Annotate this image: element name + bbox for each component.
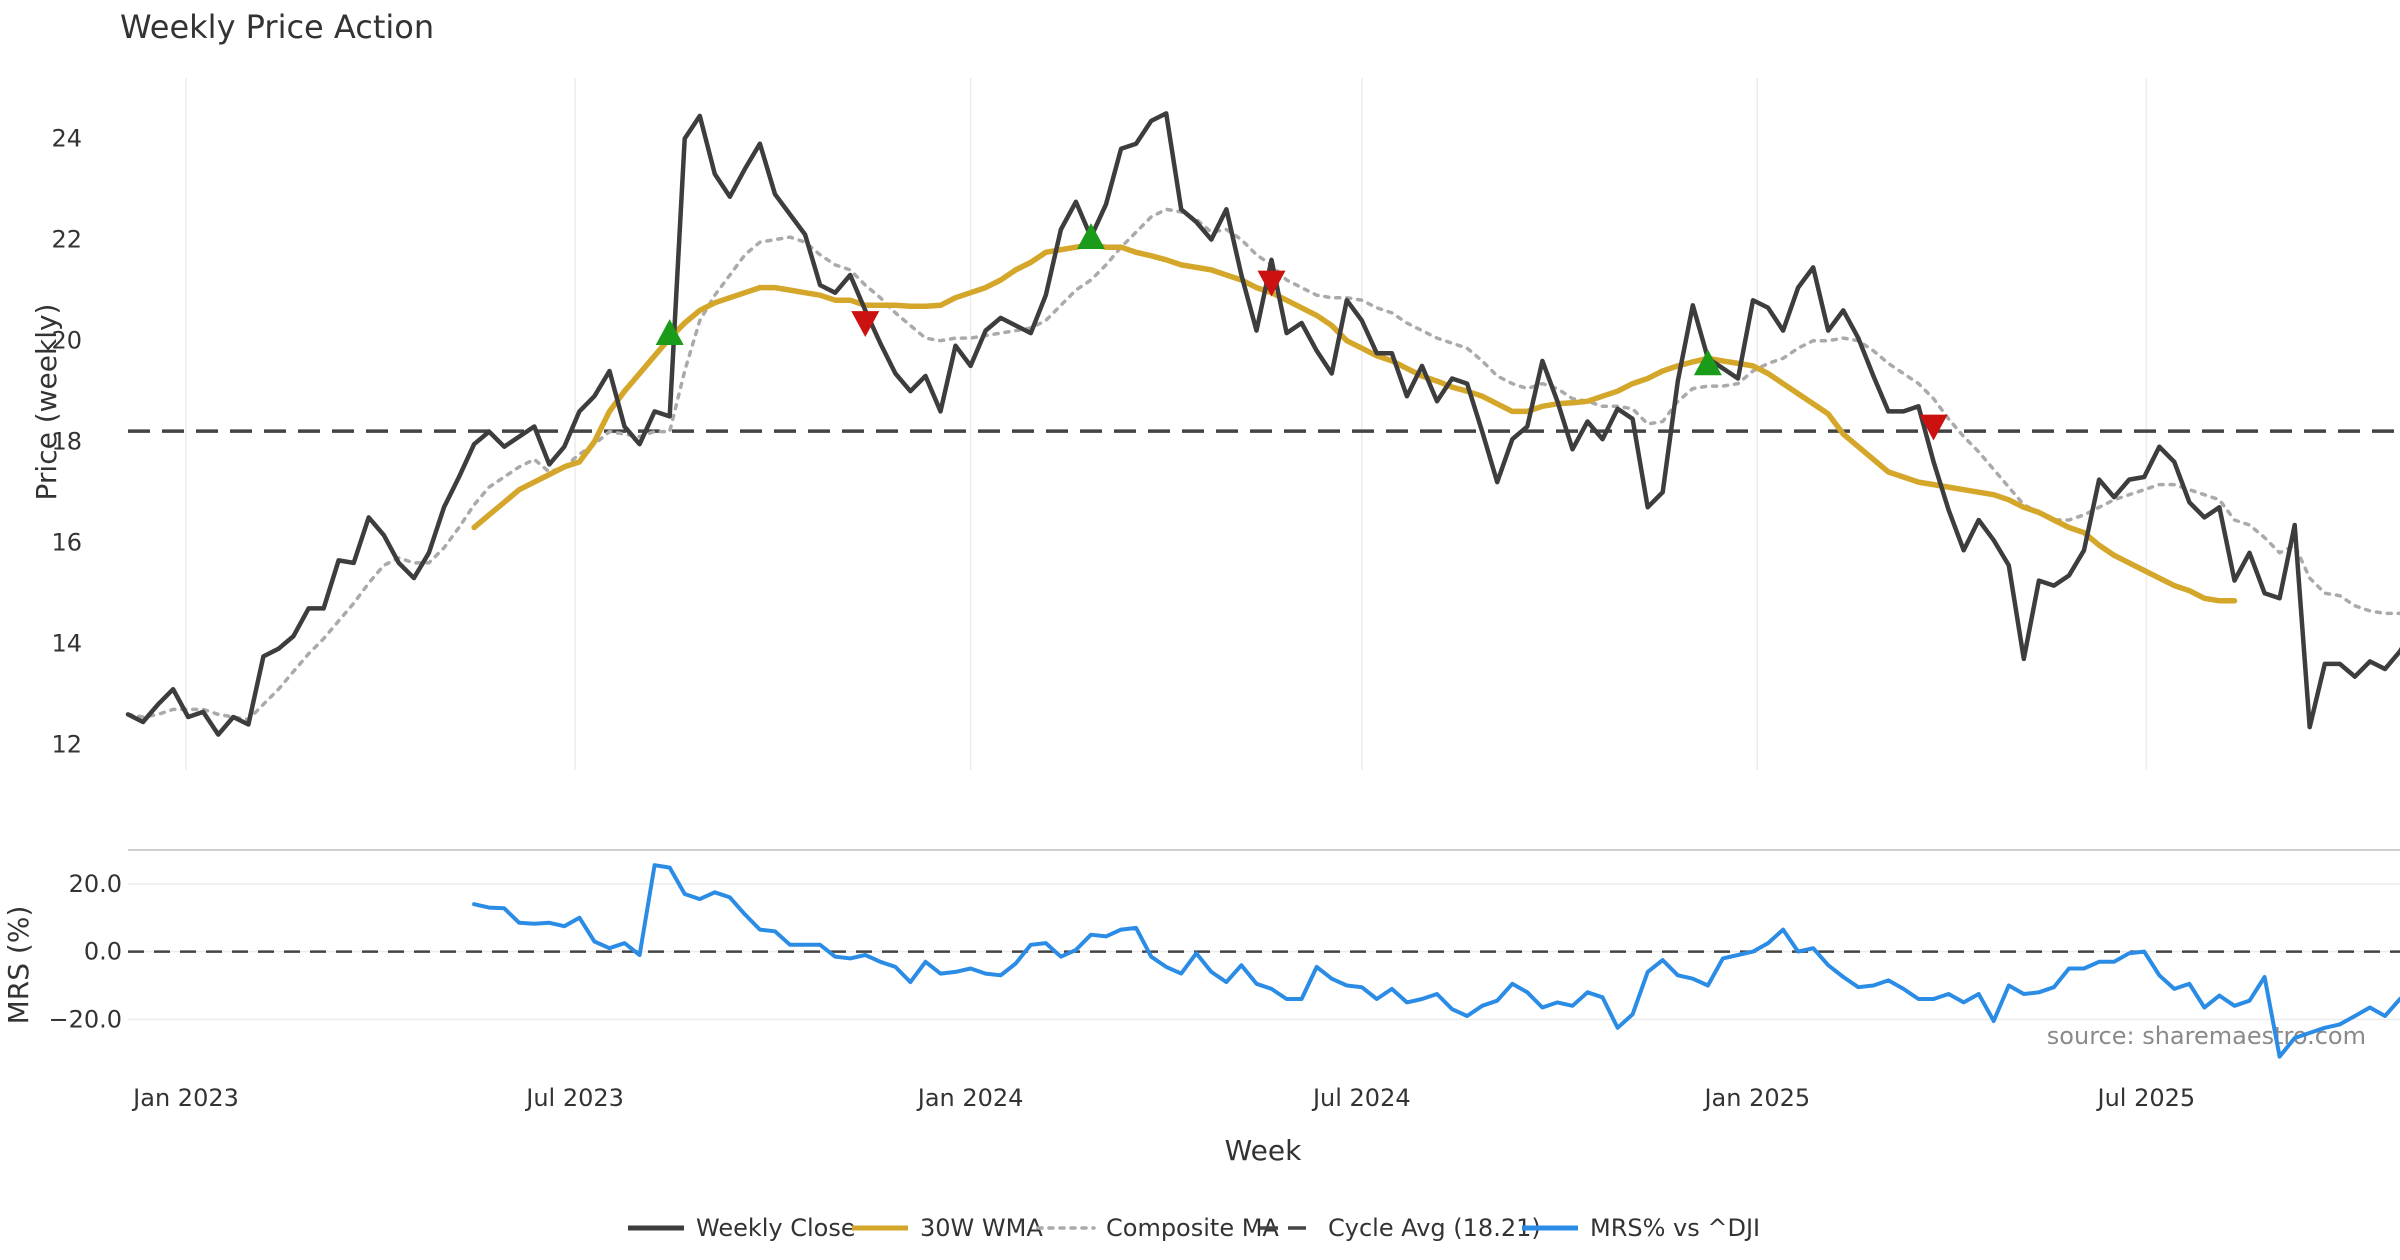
x-tick-label: Jan 2025 (1702, 1084, 1810, 1112)
legend-item: 30W WMA (852, 1214, 1043, 1242)
x-tick-label: Jul 2025 (2096, 1084, 2196, 1112)
price-y-tick-label: 14 (51, 630, 82, 658)
mrs-y-tick-label: 0.0 (84, 938, 122, 966)
mrs-y-tick-label: −20.0 (48, 1005, 122, 1033)
legend-item: Cycle Avg (18.21) (1260, 1214, 1541, 1242)
x-tick-label: Jan 2023 (131, 1084, 239, 1112)
mrs-line (472, 863, 2400, 1059)
legend-item: Weekly Close (628, 1214, 856, 1242)
x-tick-label: Jan 2024 (916, 1084, 1024, 1112)
price-y-tick-label: 18 (51, 428, 82, 456)
x-tick-label: Jul 2023 (524, 1084, 624, 1112)
plot-layer: Jan 2023 Jul 2023 Jan 2024 Jul 2024 Jan 2025… (48, 78, 2400, 1112)
price-y-tick-label: 12 (51, 731, 82, 759)
price-y-tick-label: 16 (51, 529, 82, 557)
weekly-close-line (125, 111, 2400, 737)
price-y-axis-label: Price (weekly) (30, 304, 63, 501)
price-y-tick-label: 24 (51, 125, 82, 153)
source-note: source: sharemaestro.com (2047, 1022, 2366, 1050)
price-y-tick-label: 20 (51, 327, 82, 355)
legend-item: Composite MA (1036, 1214, 1279, 1242)
wma-30w-line (471, 241, 2238, 604)
buy-signal-marker (1693, 349, 1722, 376)
legend-label: 30W WMA (920, 1214, 1043, 1242)
legend-label: MRS% vs ^DJI (1590, 1214, 1760, 1242)
x-axis-label: Week (1225, 1134, 1302, 1167)
sell-signal-marker (1919, 414, 1948, 441)
chart-title: Weekly Price Action (120, 8, 434, 46)
composite-ma-line (126, 207, 2400, 722)
legend-item: MRS% vs ^DJI (1522, 1214, 1760, 1242)
legend: Weekly Close 30W WMA Composite MA Cycle Avg… (628, 1214, 1760, 1242)
x-tick-label: Jul 2024 (1311, 1084, 1411, 1112)
mrs-y-axis-label: MRS (%) (2, 906, 35, 1025)
sell-signal-marker (1257, 270, 1286, 297)
price-y-tick-label: 22 (51, 226, 82, 254)
legend-label: Composite MA (1106, 1214, 1279, 1242)
legend-label: Cycle Avg (18.21) (1328, 1214, 1541, 1242)
legend-label: Weekly Close (696, 1214, 856, 1242)
sell-signal-marker (851, 311, 880, 337)
buy-signal-marker (1076, 223, 1105, 250)
mrs-y-tick-label: 20.0 (69, 870, 122, 898)
buy-signal-marker (655, 319, 684, 345)
